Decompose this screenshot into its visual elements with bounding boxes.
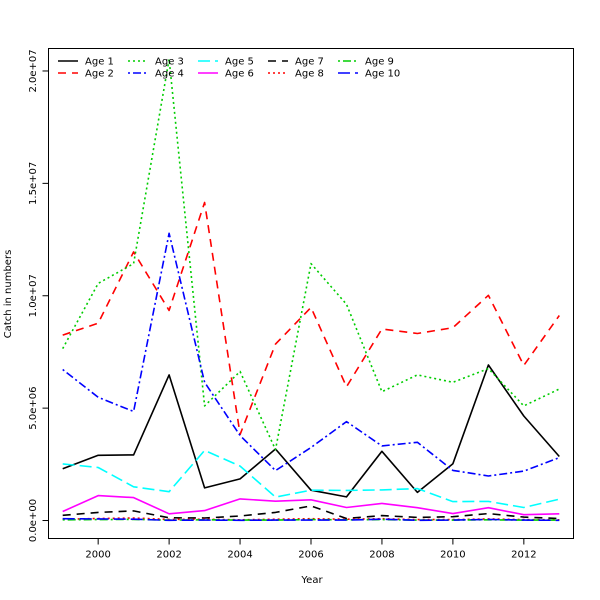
y-tick-label: 1.5e+07 [28, 162, 39, 205]
x-axis-label: Year [300, 575, 323, 586]
legend-label: Age 6 [225, 69, 254, 80]
x-axis: 2000 2002 2004 2006 2008 2010 2012 [85, 538, 537, 561]
y-tick-label: 1.0e+07 [28, 274, 39, 317]
series-line-10 [62, 517, 560, 522]
y-axis: 0.0e+00 5.0e+06 1.0e+07 1.5e+07 2.0e+07 [28, 49, 49, 542]
legend-label: Age 8 [295, 69, 324, 80]
series-layer [61, 58, 560, 522]
x-tick-label: 2002 [156, 550, 181, 561]
plot-frame [48, 48, 574, 539]
series-line-2 [62, 201, 560, 436]
series-line-4 [62, 232, 560, 477]
series-line-5 [62, 449, 560, 509]
x-tick-label: 2012 [511, 550, 536, 561]
series-line-1 [62, 364, 560, 498]
legend-label: Age 1 [85, 57, 114, 68]
x-tick-label: 2010 [440, 550, 465, 561]
legend-label: Age 7 [295, 57, 324, 68]
y-tick-label: 0.0e+00 [28, 499, 39, 542]
x-tick-label: 2008 [369, 550, 394, 561]
series-line-6 [62, 494, 560, 516]
series-line-3 [61, 58, 560, 451]
legend-label: Age 2 [85, 69, 114, 80]
x-tick-label: 2000 [85, 550, 110, 561]
legend-label: Age 5 [225, 57, 254, 68]
legend-label: Age 9 [365, 57, 394, 68]
x-tick-label: 2006 [298, 550, 323, 561]
legend-label: Age 4 [155, 69, 184, 80]
legend-label: Age 3 [155, 57, 184, 68]
x-tick-label: 2004 [227, 550, 252, 561]
y-axis-label: Catch in numbers [3, 250, 14, 339]
y-tick-label: 5.0e+06 [28, 387, 39, 430]
legend-label: Age 10 [365, 69, 400, 80]
y-tick-label: 2.0e+07 [28, 49, 39, 92]
